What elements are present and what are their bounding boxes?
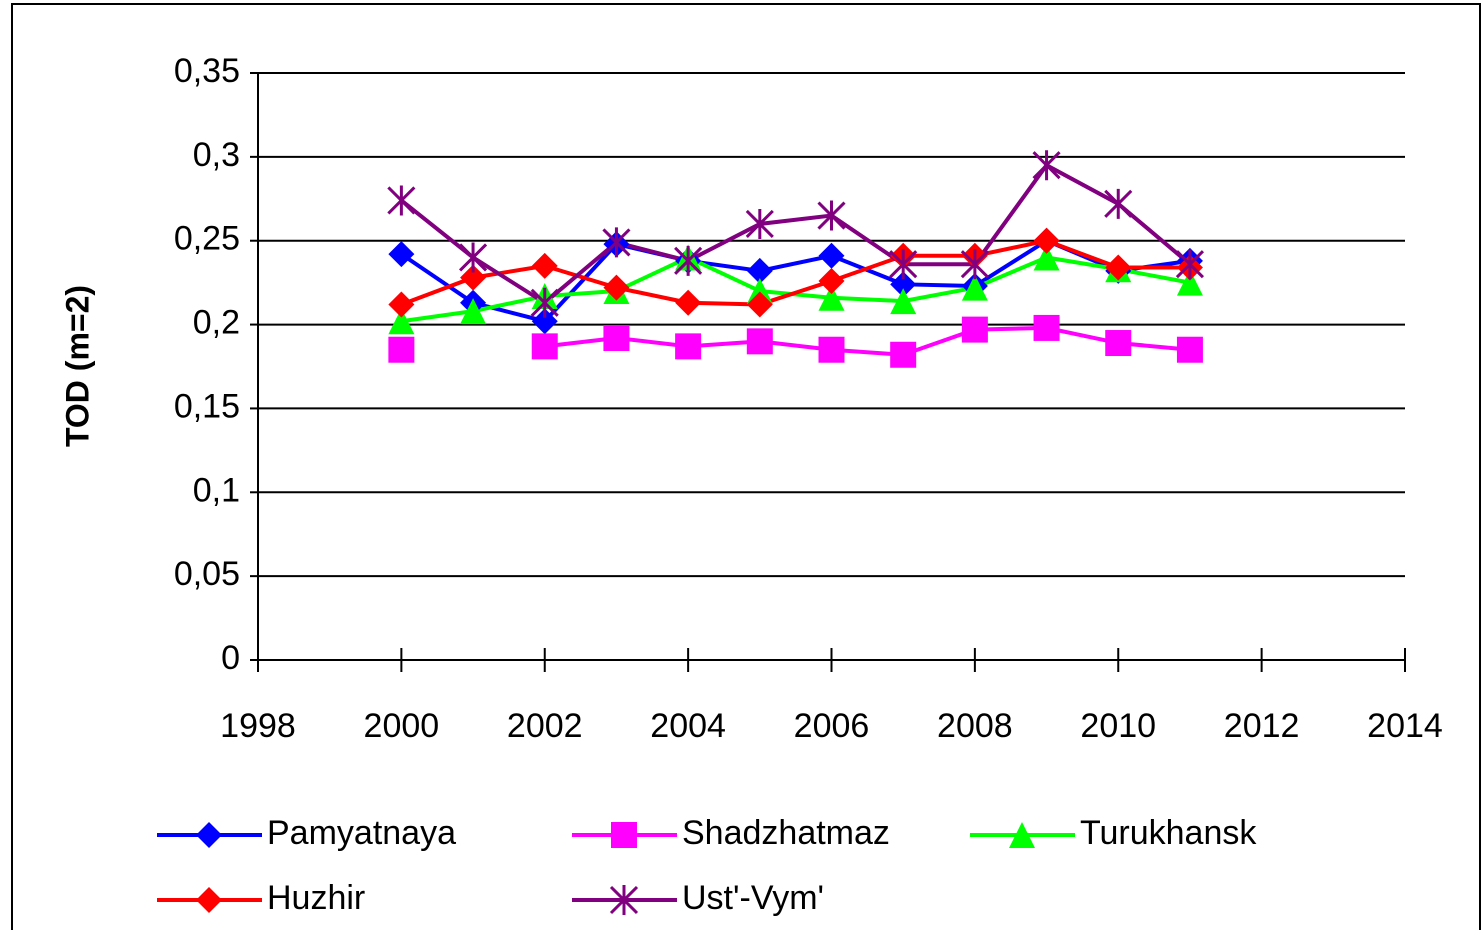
legend-marker [611, 822, 637, 848]
legend-label: Turukhansk [1080, 814, 1257, 852]
data-point [1176, 336, 1203, 363]
data-point [746, 257, 773, 284]
y-tick-label: 0,25 [174, 220, 240, 258]
series-line [400, 238, 1190, 307]
x-tick-label: 1998 [220, 707, 296, 745]
legend-label: Huzhir [267, 879, 365, 917]
data-point [388, 336, 415, 363]
data-point [818, 284, 845, 311]
data-point [818, 336, 845, 363]
y-tick-label: 0,2 [193, 304, 240, 342]
series-line [400, 238, 1191, 324]
data-point [675, 289, 702, 316]
data-point [890, 288, 917, 315]
data-point [387, 185, 416, 216]
chart-frame [11, 3, 1481, 930]
x-tick-label: 2012 [1224, 707, 1300, 745]
legend-marker [609, 885, 639, 915]
series-line [400, 162, 1192, 306]
data-point [1104, 188, 1133, 219]
data-point [817, 200, 846, 231]
x-tick-label: 2006 [794, 707, 870, 745]
data-point [1105, 330, 1132, 357]
data-point [388, 308, 415, 335]
data-point [961, 274, 988, 301]
data-point [890, 341, 917, 368]
data-point [961, 316, 988, 343]
data-point [818, 267, 845, 294]
y-axis-label: TOD (m=2) [59, 285, 95, 447]
legend-marker [196, 887, 222, 913]
legend-label: Shadzhatmaz [682, 814, 890, 852]
legend-label: Pamyatnaya [267, 814, 456, 852]
data-point [388, 291, 415, 318]
y-tick-label: 0 [221, 639, 240, 677]
x-tick-label: 2004 [650, 707, 726, 745]
data-point [889, 249, 918, 280]
y-tick-label: 0,05 [174, 555, 240, 593]
data-point [531, 252, 558, 279]
data-point [459, 242, 488, 273]
x-tick-label: 2014 [1367, 707, 1443, 745]
data-point [818, 242, 845, 269]
data-point [1033, 227, 1060, 254]
data-point [1032, 150, 1061, 181]
data-point [603, 324, 630, 351]
data-point [746, 278, 773, 305]
data-point [746, 291, 773, 318]
data-point [388, 241, 415, 268]
data-point [531, 333, 558, 360]
y-tick-label: 0,15 [174, 387, 240, 425]
x-tick-label: 2000 [364, 707, 440, 745]
legend-marker [1009, 822, 1035, 848]
x-tick-label: 2008 [937, 707, 1013, 745]
y-tick-label: 0,3 [193, 136, 240, 174]
data-point [603, 274, 630, 301]
data-point [460, 298, 487, 325]
data-point [602, 227, 631, 258]
data-point [674, 245, 703, 276]
data-point [1033, 244, 1060, 271]
y-tick-label: 0,1 [193, 471, 240, 509]
data-point [460, 264, 487, 291]
series-line [544, 325, 1191, 357]
data-point [1175, 249, 1205, 280]
series-line [401, 255, 1191, 324]
data-point [1033, 314, 1060, 341]
legend-marker [196, 822, 222, 848]
data-point [746, 328, 773, 355]
data-point [531, 308, 558, 335]
y-tick-label: 0,35 [174, 52, 240, 90]
data-point [960, 249, 989, 280]
data-point [745, 208, 774, 239]
legend-label: Ust'-Vym' [682, 879, 824, 917]
x-tick-label: 2010 [1080, 707, 1156, 745]
data-point [530, 287, 559, 318]
data-point [675, 333, 702, 360]
x-tick-label: 2002 [507, 707, 583, 745]
data-point [1176, 269, 1203, 296]
data-point [890, 271, 917, 298]
data-point [1105, 254, 1132, 281]
